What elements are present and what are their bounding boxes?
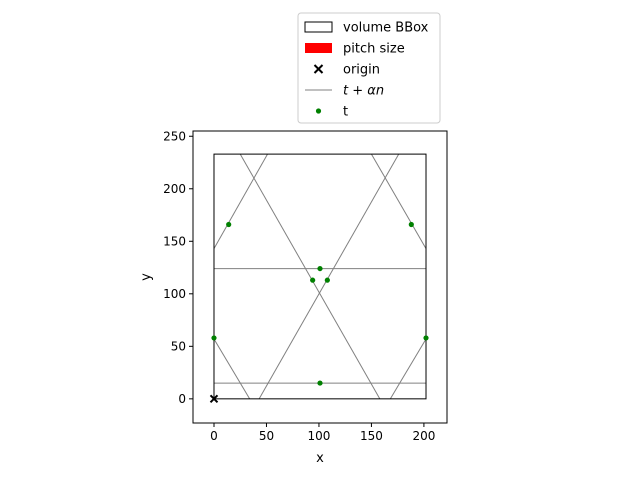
legend-item-2: origin (313, 63, 380, 78)
point-t-6 (211, 335, 217, 341)
legend-item-3: t + αn (305, 84, 384, 99)
point-t-3 (324, 277, 330, 283)
y-tick-label-0: 0 (178, 392, 186, 406)
point-t-0 (317, 380, 323, 386)
y-tick-label-100: 100 (163, 287, 186, 301)
y-tick-label-200: 200 (163, 182, 186, 196)
point-t-2 (310, 277, 316, 283)
line-t-alpha-n-3 (213, 338, 251, 400)
point-t-4 (226, 221, 232, 228)
line-t-alpha-n-5 (258, 153, 400, 400)
x-tick-label-100: 100 (307, 429, 330, 443)
x-tick-label-0: 0 (210, 429, 218, 443)
origin-x-mark (209, 394, 219, 404)
y-axis-ticks: 0 50 100 150 200 250 (163, 129, 193, 406)
x-tick-label-150: 150 (360, 429, 383, 443)
legend-item-1: pitch size (305, 42, 405, 57)
y-tick-label-50: 50 (171, 339, 186, 353)
x-tick-label-200: 200 (412, 429, 435, 443)
line-t-alpha-n-7 (389, 338, 427, 400)
legend-box (297, 12, 441, 124)
legend-swatch-point (315, 108, 322, 114)
x-axis-label: x (316, 451, 324, 466)
legend-item-0: volume BBox (304, 21, 429, 36)
legend-item-4: t (315, 105, 348, 120)
point-t-1 (317, 265, 323, 272)
origin-marker (209, 394, 219, 404)
line-t-alpha-n-4 (239, 153, 381, 400)
points-layer (211, 221, 429, 386)
point-t-7 (423, 335, 429, 341)
legend-swatch-pitch (305, 43, 332, 53)
line-t-alpha-n-6 (370, 153, 427, 249)
y-tick-label-250: 250 (163, 129, 186, 143)
legend-label-4: t (343, 105, 348, 120)
legend-label-2: origin (343, 63, 380, 78)
y-axis-label: y (139, 273, 154, 281)
y-tick-label-150: 150 (163, 234, 186, 248)
x-axis-ticks: 0 50 100 150 200 (210, 423, 435, 443)
legend-label-1: pitch size (343, 42, 405, 57)
legend-label-3: t + αn (343, 84, 384, 99)
x-tick-label-50: 50 (259, 429, 274, 443)
line-t-alpha-n-2 (213, 153, 268, 249)
legend-swatch-bbox (304, 21, 333, 33)
legend: volume BBox pitch size origin t + αn t (297, 12, 441, 124)
line-series-layer (213, 153, 427, 400)
legend-label-0: volume BBox (343, 21, 429, 36)
legend-swatch-origin (313, 64, 324, 74)
point-t-5 (408, 221, 414, 228)
axes-frame (192, 130, 448, 424)
volume-bbox (213, 153, 427, 400)
